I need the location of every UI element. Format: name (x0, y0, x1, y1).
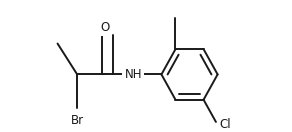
Text: O: O (101, 21, 110, 34)
Text: Cl: Cl (220, 119, 232, 131)
Text: NH: NH (125, 68, 142, 81)
Text: Br: Br (71, 114, 84, 127)
